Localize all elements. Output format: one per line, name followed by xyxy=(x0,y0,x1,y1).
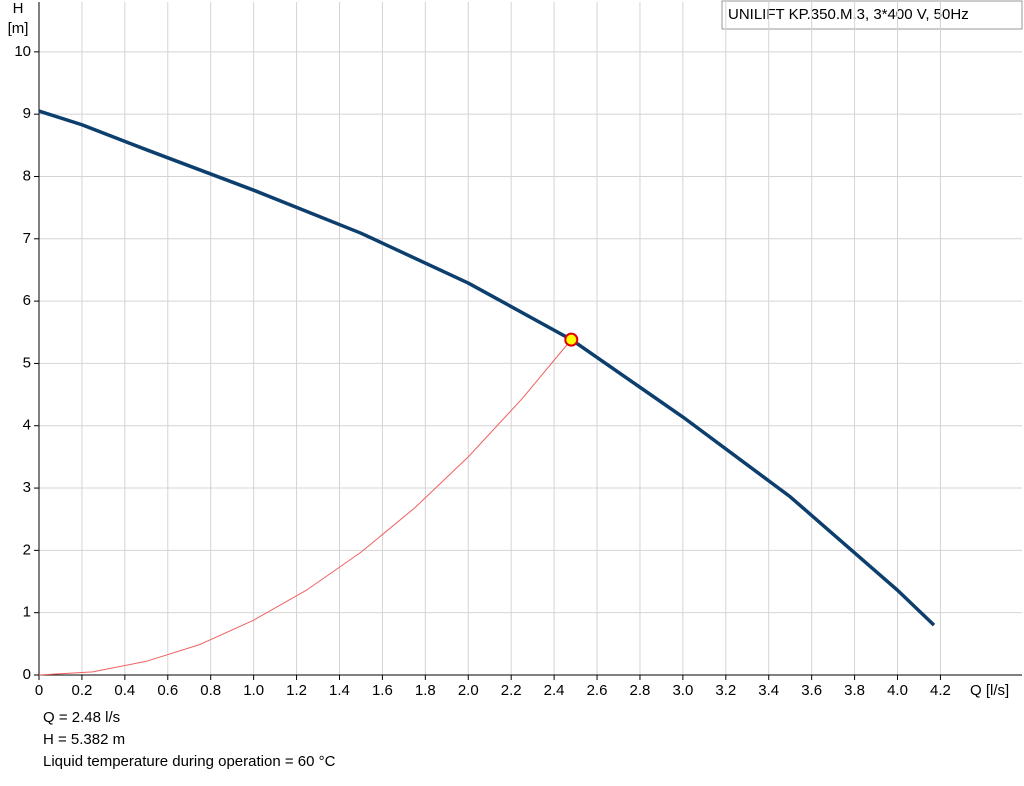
x-tick-label: 2.8 xyxy=(630,682,651,699)
x-tick-label: 1.6 xyxy=(372,682,393,699)
curve xyxy=(38,339,572,676)
title-box xyxy=(721,0,1023,30)
x-tick-label: 1.0 xyxy=(243,682,264,699)
info-line: H = 5.382 m xyxy=(43,731,125,748)
y-tick-label: 9 xyxy=(23,105,31,122)
curve xyxy=(38,109,936,627)
y-axis-unit: [m] xyxy=(8,20,29,37)
operating-point xyxy=(564,332,579,347)
info-line: Q = 2.48 l/s xyxy=(43,709,120,726)
x-tick-label: 2.6 xyxy=(587,682,608,699)
y-tick-label: 4 xyxy=(23,417,31,434)
x-tick-label: 0.2 xyxy=(71,682,92,699)
x-axis-label: Q [l/s] xyxy=(970,682,1009,699)
y-tick-label: 2 xyxy=(23,541,31,558)
y-tick-label: 3 xyxy=(23,479,31,496)
y-tick-label: 8 xyxy=(23,167,31,184)
x-tick-label: 0 xyxy=(35,682,43,699)
info-line: Liquid temperature during operation = 60… xyxy=(43,753,336,770)
x-tick-label: 2.4 xyxy=(544,682,565,699)
x-tick-label: 0.4 xyxy=(114,682,135,699)
x-tick-label: 3.4 xyxy=(758,682,779,699)
x-tick-label: 1.4 xyxy=(329,682,350,699)
x-tick-label: 3.2 xyxy=(715,682,736,699)
x-tick-label: 0.6 xyxy=(157,682,178,699)
y-tick-label: 6 xyxy=(23,292,31,309)
y-tick-label: 0 xyxy=(23,666,31,683)
y-tick-label: 5 xyxy=(23,354,31,371)
x-tick-label: 1.8 xyxy=(415,682,436,699)
y-tick-label: 1 xyxy=(23,604,31,621)
x-tick-label: 4.2 xyxy=(930,682,951,699)
y-tick-label: 7 xyxy=(23,230,31,247)
x-tick-label: 4.0 xyxy=(887,682,908,699)
x-tick-label: 3.0 xyxy=(672,682,693,699)
y-axis-label: H xyxy=(13,0,24,17)
chart-title: UNILIFT KP.350.M.3, 3*400 V, 50Hz xyxy=(728,6,969,23)
x-tick-label: 3.6 xyxy=(801,682,822,699)
x-tick-label: 2.2 xyxy=(501,682,522,699)
x-tick-label: 1.2 xyxy=(286,682,307,699)
x-tick-label: 2.0 xyxy=(458,682,479,699)
x-tick-label: 3.8 xyxy=(844,682,865,699)
x-tick-label: 0.8 xyxy=(200,682,221,699)
y-tick-label: 10 xyxy=(14,43,31,60)
